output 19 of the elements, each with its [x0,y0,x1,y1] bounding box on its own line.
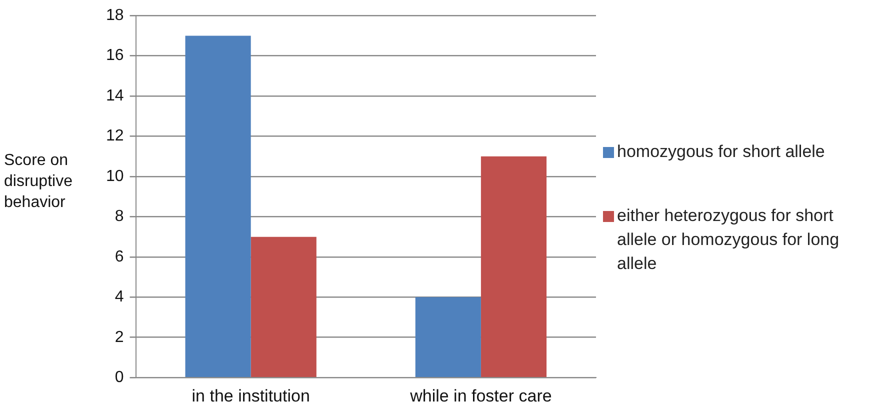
y-tick-label: 16 [106,47,124,64]
y-tick-label: 12 [106,128,124,145]
legend-label: either heterozygous for short allele or homozygous for long allele [617,205,840,275]
y-axis-title: Score on disruptive behavior [4,151,74,213]
bar [250,236,316,377]
bar [185,36,251,377]
x-tick-label: in the institution [192,386,310,406]
legend-label: homozygous for short allele [617,141,825,163]
y-tick-label: 2 [114,328,124,346]
y-tick-label: 8 [114,208,124,226]
y-tick-label: 18 [106,7,124,24]
y-tick-label: 4 [114,288,124,306]
bar [480,156,547,377]
y-tick-label: 0 [114,369,124,386]
y-tick-label: 10 [106,168,124,185]
y-tick-label: 6 [114,248,124,266]
y-tick-label: 14 [106,87,124,104]
bar [415,297,481,377]
x-tick-label: while in foster care [409,386,552,406]
